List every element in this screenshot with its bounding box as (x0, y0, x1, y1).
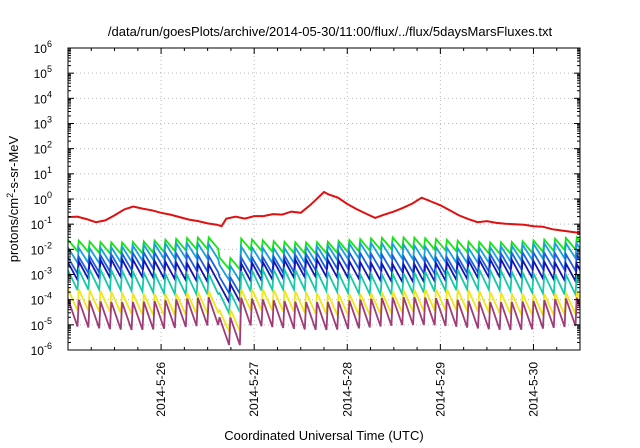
y-tick-label: 100 (34, 190, 52, 207)
y-axis: 10-6 10-5 10-4 10-3 10-2 10-1 100 101 102 103 104 1… (31, 39, 580, 358)
x-tick-label: 2014-5-30 (526, 362, 540, 417)
y-tick-label: 10-4 (31, 291, 52, 308)
series-line-8 (68, 296, 580, 346)
y-tick-label: 105 (34, 64, 52, 81)
y-tick-label: 102 (34, 140, 52, 157)
x-axis: 2014-5-26 2014-5-27 2014-5-28 2014-5-29 2014… (90, 48, 581, 417)
y-tick-label: 10-5 (31, 316, 52, 333)
y-axis-label-suffix: -s-sr-MeV (6, 135, 21, 192)
x-tick-label: 2014-5-29 (433, 362, 447, 417)
y-axis-label-sup: 2 (5, 193, 15, 198)
x-axis-label: Coordinated Universal Time (UTC) (224, 428, 423, 443)
y-axis-label-prefix: protons/cm (6, 198, 21, 262)
y-tick-label: 101 (34, 165, 52, 182)
x-tick-label: 2014-5-28 (340, 362, 354, 417)
x-tick-label: 2014-5-27 (247, 362, 261, 417)
y-axis-label: protons/cm2-s-sr-MeV (5, 135, 21, 262)
y-tick-label: 10-6 (31, 341, 52, 358)
series-line-6 (68, 265, 580, 317)
y-tick-label: 104 (34, 89, 52, 106)
y-tick-label: 103 (34, 115, 52, 132)
series-line-5 (68, 256, 580, 306)
y-tick-label: 10-1 (31, 215, 52, 232)
y-tick-label: 10-2 (31, 240, 52, 257)
y-tick-label: 106 (34, 39, 52, 56)
series-group (68, 190, 580, 346)
x-tick-label: 2014-5-26 (154, 362, 168, 417)
series-line-1 (68, 190, 580, 234)
y-tick-label: 10-3 (31, 266, 52, 283)
chart-title: /data/run/goesPlots/archive/2014-05-30/1… (108, 24, 553, 39)
